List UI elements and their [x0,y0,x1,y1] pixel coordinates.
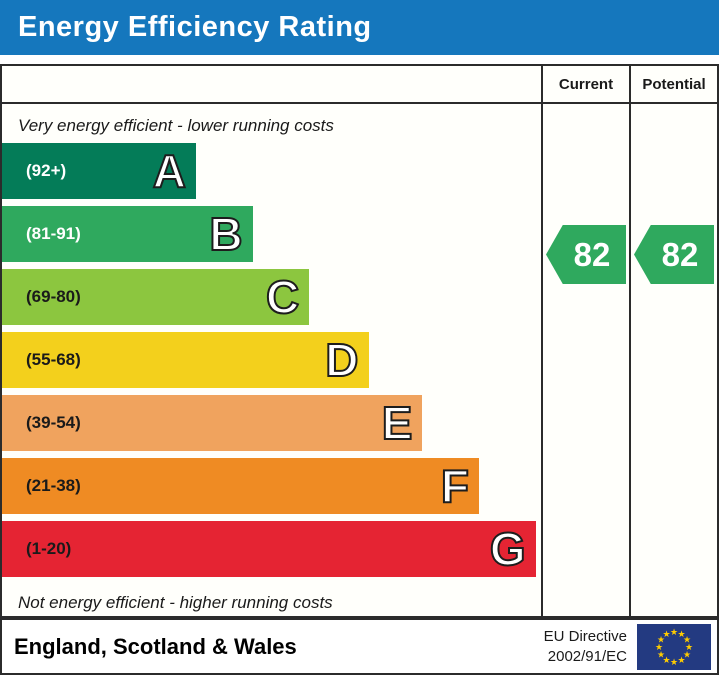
column-header-potential: Potential [629,66,717,102]
svg-text:★: ★ [683,649,691,659]
current-column: 82 [541,104,629,616]
band-F: (21-38) F [2,458,479,514]
band-E: (39-54) E [2,395,423,451]
svg-text:★: ★ [677,629,685,639]
band-range-label: (1-20) [26,539,72,558]
column-header-current: Current [541,66,629,102]
epc-table: Current Potential Very energy efficient … [0,64,719,618]
band-letter: B [208,208,243,260]
band-G: (1-20) G [2,521,536,577]
band-range-label: (92+) [26,161,67,180]
band-range-label: (55-68) [26,350,81,369]
band-range-label: (21-38) [26,476,81,495]
region-label: England, Scotland & Wales [14,633,297,659]
header-spacer [2,66,541,102]
eu-directive-text: EU Directive 2002/91/EC [544,627,627,666]
band-letter: F [440,460,470,512]
band-D: (55-68) D [2,332,369,388]
band-A: (92+) A [2,143,197,199]
band-C: (69-80) C [2,269,310,325]
svg-text:★: ★ [657,649,665,659]
svg-text:★: ★ [657,634,665,644]
svg-text:★: ★ [662,629,670,639]
title-bar: Energy Efficiency Rating [0,0,719,55]
svg-text:★: ★ [662,655,670,665]
svg-text:★: ★ [685,642,693,652]
eu-flag-image: ★ ★★★★★★★★★★★ [637,623,711,670]
band-range-label: (39-54) [26,413,81,432]
band-letter: D [324,334,359,386]
eu-directive-line1: EU Directive [543,628,627,645]
footer: England, Scotland & Wales EU Directive 2… [0,618,719,675]
top-note: Very energy efficient - lower running co… [18,116,334,135]
rating-bands: (92+) A (81-91) B (69-80) C (55-68) D (39-54) E (2… [2,143,541,577]
band-range-label: (81-91) [26,224,81,243]
band-letter: E [381,397,414,449]
potential-column: 82 [629,104,717,616]
table-header-row: Current Potential [2,66,717,104]
bottom-note: Not energy efficient - higher running co… [18,593,333,612]
current-rating-arrow: 82 [546,225,626,284]
potential-rating-arrow: 82 [634,225,714,284]
band-letter: C [265,271,300,323]
current-rating-value: 82 [573,235,611,273]
eu-flag: ★ ★ ★ ★ ★ ★ ★ ★ ★ ★ ★ ★ [637,623,711,670]
svg-text:★: ★ [670,657,678,667]
eu-directive-line2: 2002/91/EC [547,647,627,665]
band-range-label: (69-80) [26,287,81,306]
svg-text:★: ★ [683,634,691,644]
title-gap [0,55,719,64]
potential-rating-value: 82 [661,235,699,273]
svg-text:★: ★ [670,627,678,637]
page-title: Energy Efficiency Rating [18,11,372,43]
rating-chart: Very energy efficient - lower running co… [2,104,541,616]
band-letter: G [489,523,527,575]
table-body: Very energy efficient - lower running co… [2,104,717,616]
band-letter: A [152,145,187,197]
svg-text:★: ★ [655,642,663,652]
band-B: (81-91) B [2,206,253,262]
svg-text:★: ★ [677,655,685,665]
